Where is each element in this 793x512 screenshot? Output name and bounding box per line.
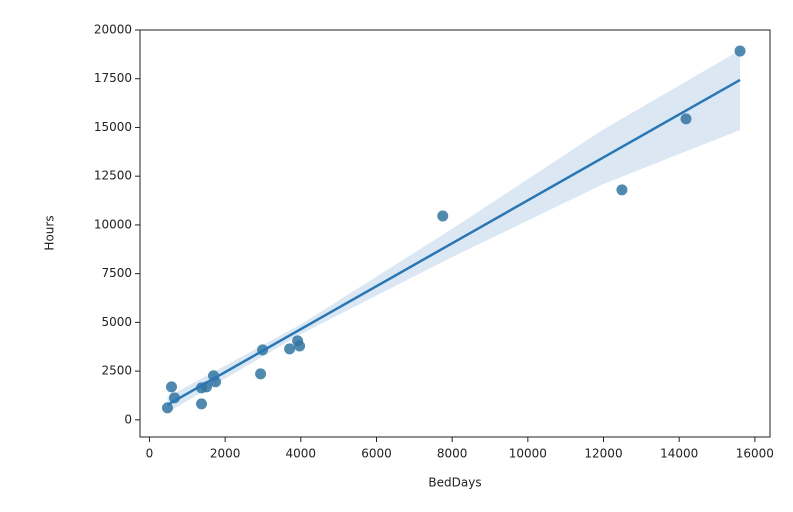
data-point bbox=[196, 398, 208, 410]
regression-line bbox=[166, 78, 741, 406]
x-tick-label: 4000 bbox=[286, 447, 317, 461]
x-tick-label: 6000 bbox=[361, 447, 392, 461]
data-point bbox=[284, 343, 296, 355]
data-point bbox=[680, 113, 692, 125]
y-tick-label: 10000 bbox=[94, 217, 132, 231]
data-point bbox=[437, 210, 449, 222]
y-tick-label: 12500 bbox=[94, 169, 132, 183]
x-tick-label: 10000 bbox=[509, 447, 547, 461]
y-tick-label: 17500 bbox=[94, 71, 132, 85]
x-tick-label: 12000 bbox=[584, 447, 622, 461]
y-axis-label: Hours bbox=[43, 215, 57, 250]
data-point bbox=[616, 184, 628, 196]
data-point bbox=[294, 340, 306, 352]
x-tick-label: 16000 bbox=[736, 447, 774, 461]
y-tick-label: 15000 bbox=[94, 120, 132, 134]
data-point bbox=[161, 402, 173, 414]
data-point bbox=[165, 381, 177, 393]
x-tick-label: 14000 bbox=[660, 447, 698, 461]
x-tick-label: 0 bbox=[146, 447, 154, 461]
confidence-band bbox=[167, 50, 741, 413]
plot-frame bbox=[139, 29, 771, 438]
y-tick-label: 0 bbox=[124, 412, 132, 426]
y-tick-label: 7500 bbox=[101, 266, 132, 280]
data-point bbox=[734, 45, 746, 57]
y-tick-label: 20000 bbox=[94, 23, 132, 37]
data-point bbox=[255, 368, 267, 380]
y-tick-label: 5000 bbox=[101, 315, 132, 329]
x-tick-label: 2000 bbox=[210, 447, 241, 461]
x-tick-label: 8000 bbox=[437, 447, 468, 461]
y-tick-label: 2500 bbox=[101, 364, 132, 378]
x-axis-label: BedDays bbox=[428, 476, 481, 490]
